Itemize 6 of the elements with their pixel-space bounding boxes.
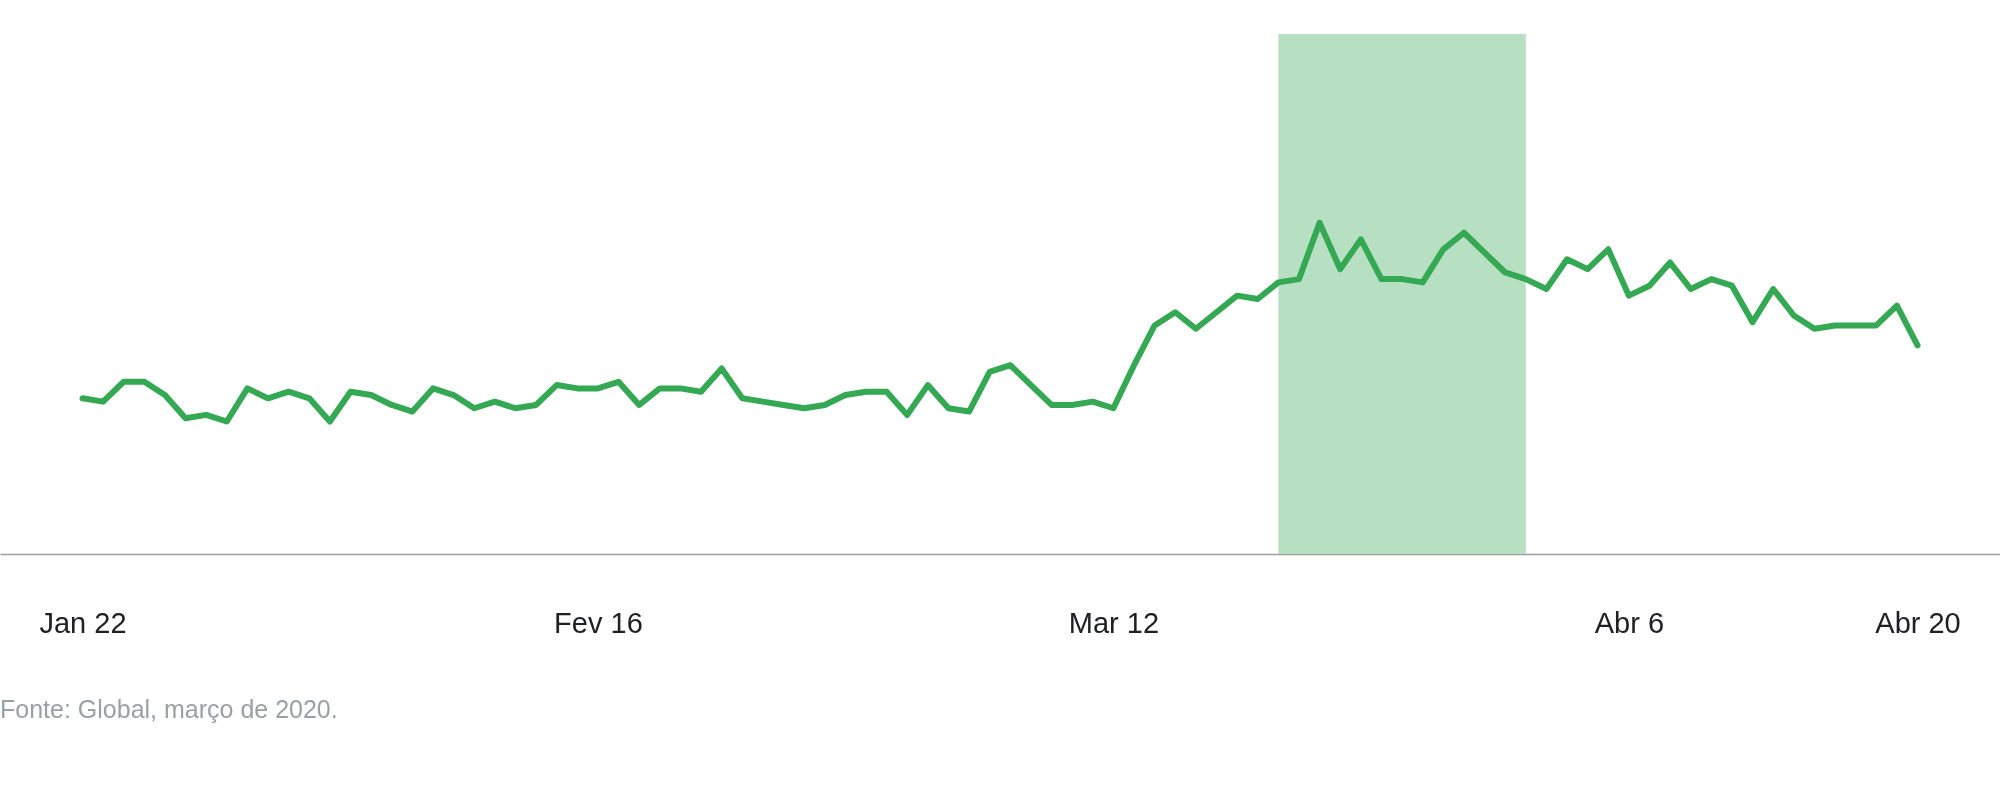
source-note: Fonte: Global, março de 2020. — [0, 695, 338, 723]
x-tick-label: Abr 20 — [1875, 606, 1961, 639]
x-tick-label: Fev 16 — [554, 606, 643, 639]
x-tick-label: Abr 6 — [1594, 606, 1665, 639]
x-tick-label: Mar 12 — [1068, 606, 1160, 639]
x-tick-label: Jan 22 — [39, 606, 127, 639]
